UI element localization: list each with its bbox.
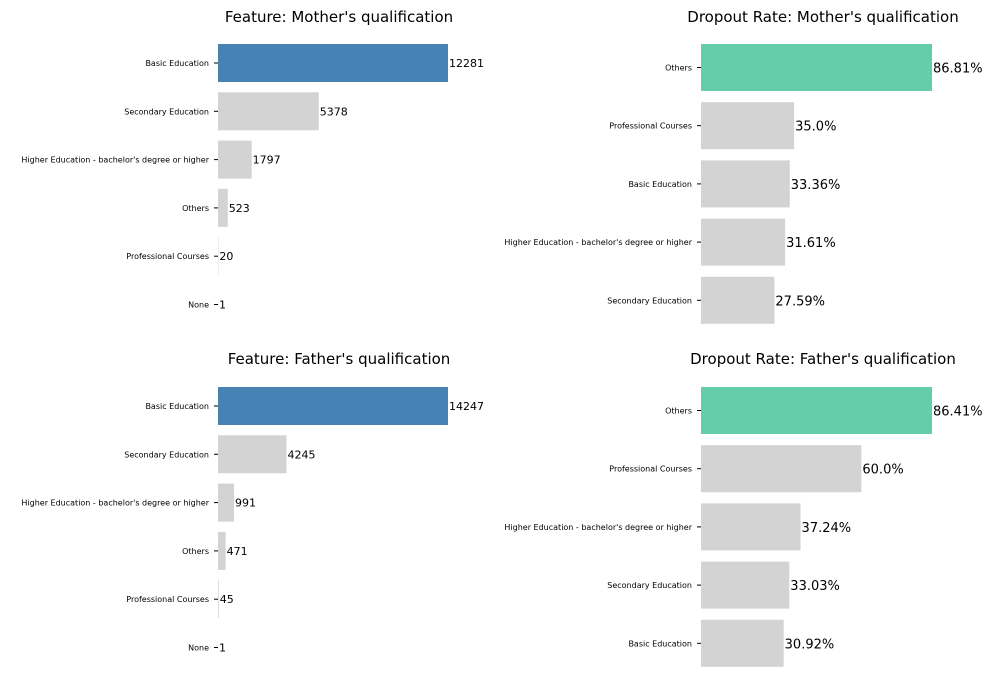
panel-father-dropout: Dropout Rate: Father's qualification Oth… xyxy=(504,350,983,667)
value-label: 60.0% xyxy=(862,463,903,478)
category-label: Professional Courses xyxy=(126,595,209,604)
value-label: 86.41% xyxy=(933,405,983,420)
category-label: Professional Courses xyxy=(609,122,692,131)
category-label: Others xyxy=(182,547,209,556)
value-label: 1 xyxy=(219,642,226,655)
value-label: 5378 xyxy=(320,105,348,118)
category-label: Basic Education xyxy=(145,59,209,68)
value-label: 523 xyxy=(229,202,250,215)
value-label: 31.61% xyxy=(786,236,836,251)
value-label: 12281 xyxy=(449,57,484,70)
category-label: Higher Education - bachelor's degree or … xyxy=(504,238,692,247)
value-label: 30.92% xyxy=(785,637,835,652)
category-label: Secondary Education xyxy=(124,450,209,459)
chart-title: Feature: Mother's qualification xyxy=(225,8,453,26)
bar xyxy=(218,387,448,425)
bar xyxy=(218,580,219,619)
value-label: 1 xyxy=(219,299,226,312)
value-label: 45 xyxy=(220,593,234,606)
category-label: Others xyxy=(182,204,209,213)
category-label: Higher Education - bachelor's degree or … xyxy=(21,156,209,165)
bar xyxy=(701,561,790,609)
panel-mother-count: Feature: Mother's qualification Basic Ed… xyxy=(21,8,484,324)
category-label: None xyxy=(188,301,209,310)
bar xyxy=(218,44,448,82)
bar xyxy=(218,483,234,522)
category-label: Higher Education - bachelor's degree or … xyxy=(504,523,692,532)
value-label: 33.03% xyxy=(790,579,840,594)
bar xyxy=(701,445,862,493)
value-label: 991 xyxy=(235,497,256,510)
category-label: Basic Education xyxy=(145,402,209,411)
value-label: 4245 xyxy=(288,448,316,461)
panel-mother-dropout: Dropout Rate: Mother's qualification Oth… xyxy=(504,8,983,324)
category-label: Others xyxy=(665,407,692,416)
bar xyxy=(701,102,795,150)
category-label: None xyxy=(188,644,209,653)
value-label: 27.59% xyxy=(775,294,825,309)
value-label: 1797 xyxy=(253,154,281,167)
category-label: Basic Education xyxy=(628,180,692,189)
category-label: Secondary Education xyxy=(607,296,692,305)
chart-title: Dropout Rate: Mother's qualification xyxy=(687,8,958,26)
category-label: Professional Courses xyxy=(126,252,209,261)
category-label: Others xyxy=(665,64,692,73)
panel-father-count: Feature: Father's qualification Basic Ed… xyxy=(21,350,484,667)
bar xyxy=(218,188,228,227)
value-label: 37.24% xyxy=(802,521,852,536)
category-label: Higher Education - bachelor's degree or … xyxy=(21,499,209,508)
bar xyxy=(701,218,786,266)
category-label: Professional Courses xyxy=(609,465,692,474)
bar xyxy=(701,503,801,551)
bar xyxy=(701,387,932,434)
bar xyxy=(701,619,784,667)
chart-title: Dropout Rate: Father's qualification xyxy=(690,350,956,368)
value-label: 35.0% xyxy=(795,120,836,135)
value-label: 86.81% xyxy=(933,62,983,77)
category-label: Secondary Education xyxy=(124,107,209,116)
value-label: 471 xyxy=(227,545,248,558)
bar xyxy=(218,435,287,474)
bar xyxy=(701,276,775,324)
category-label: Secondary Education xyxy=(607,581,692,590)
bar xyxy=(218,140,252,179)
bar xyxy=(701,44,932,91)
value-label: 20 xyxy=(219,250,233,263)
chart-title: Feature: Father's qualification xyxy=(228,350,451,368)
value-label: 33.36% xyxy=(791,178,841,193)
value-label: 14247 xyxy=(449,400,484,413)
bar xyxy=(218,531,226,570)
bar xyxy=(701,160,790,208)
category-label: Basic Education xyxy=(628,639,692,648)
bar xyxy=(218,92,319,131)
